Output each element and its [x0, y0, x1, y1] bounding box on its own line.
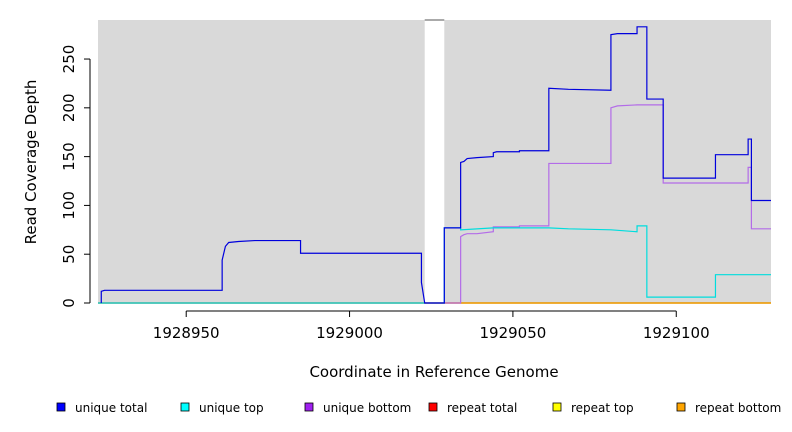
- legend-label: repeat total: [447, 401, 517, 415]
- x-tick-label: 1929000: [316, 324, 383, 342]
- legend-label: unique bottom: [323, 401, 411, 415]
- x-tick-label: 1928950: [153, 324, 220, 342]
- y-tick-label: 0: [60, 298, 78, 308]
- legend-swatch: [56, 402, 66, 412]
- legend-swatch: [676, 402, 686, 412]
- x-axis-label: Coordinate in Reference Genome: [309, 363, 558, 381]
- x-tick-label: 1929100: [643, 324, 710, 342]
- y-tick-label: 150: [60, 142, 78, 171]
- y-tick-label: 50: [60, 245, 78, 264]
- legend-item: repeat bottom: [676, 401, 781, 415]
- series-line-unique-total: [100, 26, 771, 304]
- legend-label: repeat bottom: [695, 401, 781, 415]
- legend-item: unique total: [56, 401, 147, 415]
- legend-swatch: [180, 402, 190, 412]
- gap-region: [424, 20, 445, 303]
- legend-item: repeat total: [428, 401, 517, 415]
- legend-label: repeat top: [571, 401, 634, 415]
- y-axis-label: Read Coverage Depth: [22, 80, 40, 245]
- legend-label: unique total: [75, 401, 147, 415]
- series-line-unique-bottom: [98, 104, 771, 304]
- legend-item: unique bottom: [304, 401, 411, 415]
- y-tick-label: 250: [60, 45, 78, 74]
- legend-label: unique top: [199, 401, 264, 415]
- legend-swatch: [552, 402, 562, 412]
- legend-item: repeat top: [552, 401, 634, 415]
- y-tick-label: 100: [60, 191, 78, 220]
- legend-swatch: [304, 402, 314, 412]
- y-tick-label: 200: [60, 94, 78, 123]
- x-tick-label: 1929050: [480, 324, 547, 342]
- legend: unique total unique top unique bottom repea…: [56, 401, 781, 415]
- legend-item: unique top: [180, 401, 264, 415]
- legend-swatch: [428, 402, 438, 412]
